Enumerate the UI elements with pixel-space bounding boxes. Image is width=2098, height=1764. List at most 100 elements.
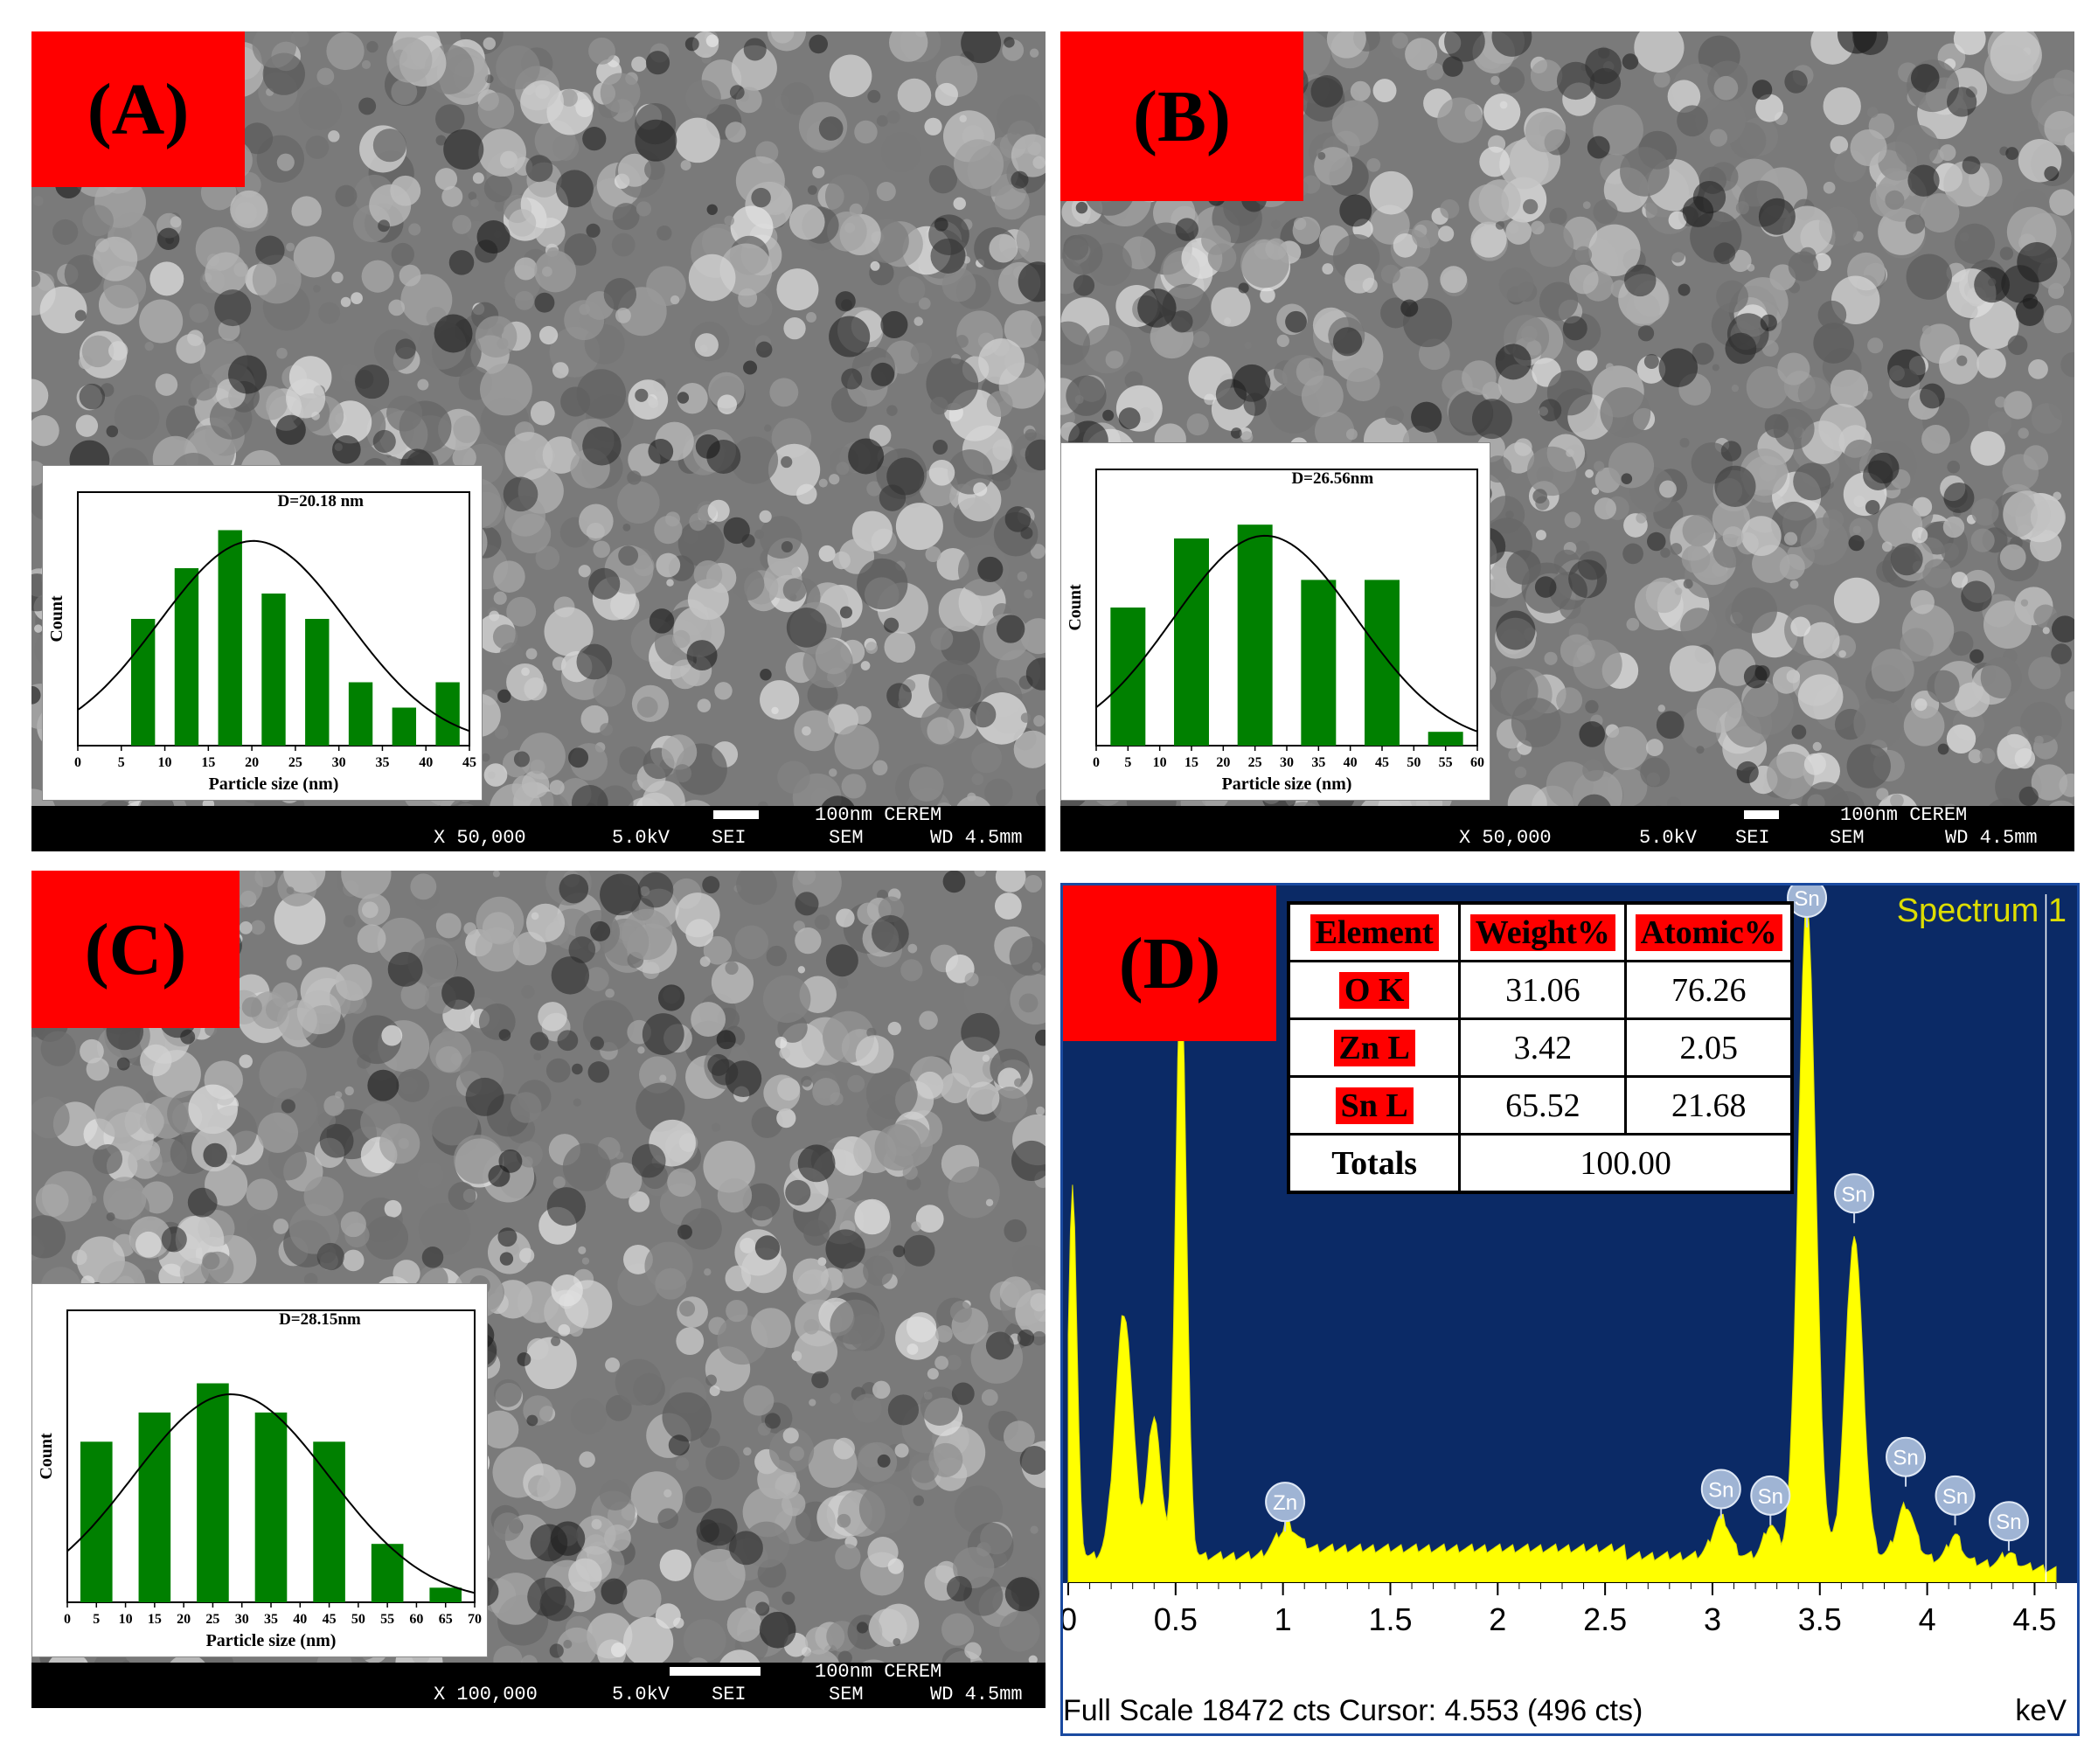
sem-grain [1484, 455, 1512, 483]
sem-grain [341, 871, 392, 899]
sem-grain [1024, 589, 1033, 599]
cell-weight: 65.52 [1458, 1075, 1628, 1135]
sem-grain [483, 37, 497, 51]
peak-marker [1750, 1475, 1791, 1516]
sem-grain [1495, 220, 1505, 230]
sem-grain [659, 1549, 691, 1581]
sem-grain [684, 1486, 712, 1513]
sem-grain [188, 1084, 238, 1135]
x-tick-label: 60 [1470, 755, 1484, 770]
sem-grain [138, 1140, 161, 1162]
sem-grain [717, 1177, 753, 1213]
sem-grain [114, 394, 160, 441]
sem-grain [31, 1215, 66, 1259]
sem-grain [1657, 705, 1666, 712]
sem-pore [1534, 576, 1557, 598]
sem-grain [814, 914, 830, 930]
sem-grain [427, 1095, 478, 1146]
sem-grain [366, 40, 379, 53]
sem-grain [564, 300, 605, 341]
gaussian-fit-curve [77, 539, 470, 733]
table-row: O K 31.06 76.26 [1287, 960, 1794, 1020]
sem-pore [951, 1382, 975, 1406]
sem-grain [247, 1212, 275, 1241]
sem-grain [2023, 445, 2049, 470]
sem-grain [2028, 358, 2048, 379]
sem-grain [1514, 438, 1532, 456]
eds-panel-d: 00.511.522.533.544.5OZnSnSnSnSnSnSnSn (D… [1060, 883, 2080, 1736]
sem-grain [683, 1618, 726, 1662]
sem-grain [981, 1389, 998, 1406]
sem-pore [319, 1123, 354, 1158]
sem-grain [1970, 431, 2005, 466]
sem-pore [1643, 353, 1659, 369]
sem-grain [365, 1216, 409, 1260]
sem-grain [481, 753, 490, 762]
sem-grain [1900, 628, 1934, 662]
sem-grain [525, 648, 538, 660]
sem-grain [494, 200, 506, 212]
sem-pore [712, 1059, 739, 1086]
mag-b: X 50,000 [1459, 827, 1552, 849]
sem-pore [884, 617, 900, 633]
sem-grain [837, 1513, 851, 1528]
mag-a: X 50,000 [434, 827, 526, 849]
sem-grain [1921, 425, 1950, 454]
x-tick-label: 20 [1216, 755, 1230, 770]
sem-pore [557, 1030, 579, 1052]
totals-label: Totals [1287, 1133, 1462, 1194]
sem-pore [677, 392, 690, 404]
sem-grain [1755, 94, 1784, 122]
sem-pore [1890, 543, 1923, 576]
sem-grain [1546, 761, 1594, 809]
sem-pore [31, 685, 41, 705]
sem-grain [517, 1281, 559, 1323]
sem-grain [384, 1199, 402, 1218]
sem-grain [31, 1096, 70, 1139]
sem-grain [1731, 384, 1740, 392]
sem-grain [1014, 1078, 1024, 1087]
sem-grain [286, 242, 295, 252]
sem-grain [914, 316, 923, 326]
sem-grain [1016, 215, 1046, 266]
sem-pore [1887, 349, 1926, 388]
sem-grain [286, 378, 326, 419]
sem-pore [161, 1226, 187, 1253]
sem-grain [849, 203, 863, 217]
sem-grain [189, 303, 209, 323]
sem-pore [1865, 499, 1880, 515]
histogram-b: 0 5 10 15 20 25 30 35 40 45 50 55 60 Particle size (n… [1066, 469, 1484, 794]
sem-grain [865, 642, 878, 655]
sem-grain [1062, 233, 1103, 275]
sem-grain [1366, 157, 1381, 172]
sem-pore [942, 871, 966, 893]
histogram-inset-a: 0 5 10 15 20 25 30 35 40 45 Particle size (nm) Coun… [42, 465, 483, 801]
sem-grain [1682, 514, 1715, 547]
sem-grain [1660, 547, 1671, 559]
sem-grain [724, 215, 734, 226]
sem-grain [984, 778, 1013, 808]
sem-grain [1526, 446, 1577, 497]
sem-grain [1426, 62, 1444, 80]
x-tick-label: 0 [1093, 755, 1100, 770]
sem-grain [283, 871, 326, 893]
sem-grain [767, 31, 807, 52]
peak-marker [1886, 1436, 1927, 1477]
sem-grain [568, 1558, 602, 1593]
sem-grain [1566, 448, 1574, 457]
sem-grain [82, 205, 114, 237]
sem-grain [872, 760, 888, 775]
sem-pore [530, 1524, 568, 1562]
cell-element: Sn L [1335, 1087, 1414, 1124]
sem-pore [1025, 657, 1046, 691]
sem-grain [1556, 687, 1583, 714]
histogram-bar [254, 1412, 288, 1602]
wd-a: WD 4.5mm [930, 827, 1023, 849]
sem-grain [751, 1308, 791, 1349]
x-tick-label: 2 [1489, 1601, 1506, 1637]
sem-grain [1560, 634, 1594, 668]
x-tick-label: 5 [93, 1612, 100, 1627]
sem-pore [841, 299, 852, 311]
sem-grain [769, 378, 799, 407]
sem-grain [629, 1191, 650, 1212]
